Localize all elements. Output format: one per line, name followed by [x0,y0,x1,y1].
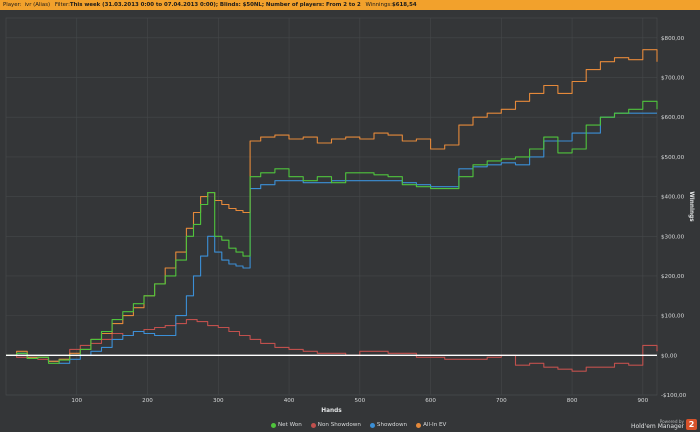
y-axis-title: Winnings [688,191,694,222]
player-value: ivr (Alias) [24,2,51,8]
legend-non-showdown-label: Non Showdown [317,422,361,428]
winnings-value: $618,54 [392,2,417,8]
legend-non-showdown-marker [310,422,316,428]
winnings-label: Winnings: [365,2,393,8]
y-tick-label: $100,00 [661,314,685,320]
x-tick-label: 800 [567,398,578,404]
y-tick-label: $200,00 [661,274,685,280]
x-tick-label: 900 [638,398,649,404]
legend-all-in-ev-label: All-In EV [423,422,447,428]
legend-net-won-label: Net Won [278,422,302,428]
y-tick-label: -$100,00 [661,393,687,399]
x-tick-label: 400 [284,398,295,404]
legend-all-in-ev-marker [416,422,422,428]
filter-value: This week (31.03.2013 0:00 to 07.04.2013… [69,2,361,8]
y-tick-label: $800,00 [661,36,685,42]
filter-label: Filter: [54,2,70,8]
legend-net-won-marker [271,422,276,428]
hem-logo-icon: 2 [686,419,697,430]
y-tick-label: $500,00 [661,155,685,161]
x-tick-label: 500 [354,398,365,404]
series-line-net-won [6,100,658,364]
x-tick-label: 600 [425,398,436,404]
plot-area [5,17,658,396]
legend-net-won[interactable]: Net Won [271,422,302,428]
legend-all-in-ev[interactable]: All-In EV [416,422,446,428]
chart-legend: Net Won Non Showdown Showdown All-In EV [271,421,446,429]
y-tick-label: $300,00 [661,234,685,240]
brand-name: Hold'em Manager [630,423,684,430]
powered-by-text: Powered by [659,419,684,424]
x-tick-label: 200 [142,398,153,404]
x-tick-label: 700 [496,398,507,404]
series-line-non-showdown [6,319,658,372]
player-label: Player: [3,2,22,8]
legend-showdown-label: Showdown [376,422,408,428]
x-axis-title: Hands [321,408,342,414]
y-tick-label: $600,00 [661,115,685,121]
legend-showdown[interactable]: Showdown [369,422,408,428]
series-line-showdown [6,112,657,364]
filter-bar: Player: ivr (Alias) Filter:This week (31.… [0,0,700,10]
legend-non-showdown[interactable]: Non Showdown [310,422,361,428]
legend-showdown-marker [369,422,375,428]
y-tick-label: $0,00 [661,353,677,359]
x-tick-label: 100 [71,398,82,404]
x-tick-label: 300 [213,398,224,404]
powered-by: Powered by Hold'em Manager [630,419,684,430]
y-tick-label: $400,00 [661,195,685,201]
y-tick-label: $700,00 [661,76,685,82]
